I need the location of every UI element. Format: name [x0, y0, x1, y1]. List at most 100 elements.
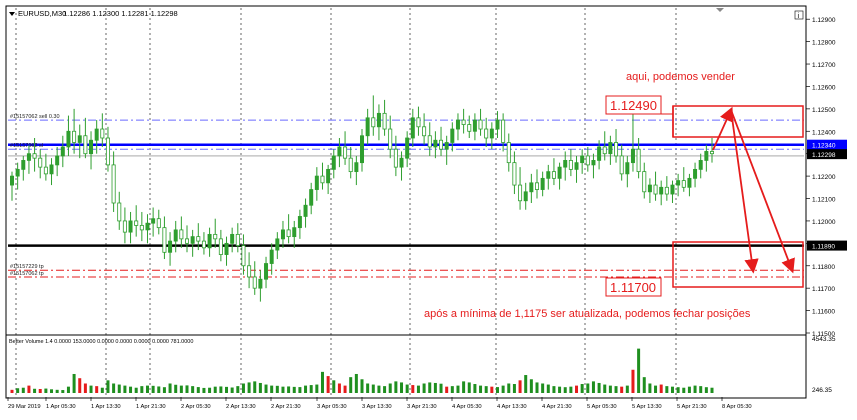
candle-body	[455, 119, 460, 130]
candle-body	[26, 153, 31, 161]
candle-body	[540, 177, 545, 190]
candle-body	[134, 220, 139, 226]
candle-body	[461, 119, 466, 125]
price-tick-label: 1.11600	[812, 309, 835, 316]
volume-bar	[637, 348, 641, 393]
candle-body	[55, 155, 60, 166]
volume-bar	[61, 390, 65, 393]
candle-body	[184, 238, 189, 244]
candle-body	[168, 240, 173, 253]
volume-bar	[208, 387, 212, 393]
candle-body	[241, 245, 246, 267]
scroll-marker-icon[interactable]	[716, 8, 724, 12]
volume-bar	[230, 387, 234, 393]
volume-bar	[191, 386, 195, 393]
volume-bar	[95, 386, 99, 393]
candle-body	[286, 229, 291, 238]
time-tick-label: 5 Apr 21:30	[677, 404, 707, 410]
close-annotation: após a mínima de 1,1175 ser atualizada, …	[424, 308, 751, 320]
volume-bar	[416, 385, 420, 393]
candle-body	[427, 135, 432, 148]
volume-bar	[151, 385, 155, 393]
candle-body	[518, 184, 523, 202]
price-tick-label: 1.12500	[812, 107, 836, 114]
order-labels: #15157062 sell 0.30 #15157062 sl #15157229…	[10, 114, 60, 277]
volume-bar	[687, 386, 691, 393]
candle-body	[269, 249, 274, 264]
volume-bar	[16, 388, 20, 393]
volume-bar	[462, 381, 466, 393]
volume-bar	[507, 383, 511, 393]
candle-body	[331, 155, 336, 170]
volume-bar	[371, 384, 375, 393]
volume-tick-label: 246.35	[812, 387, 832, 394]
candle-body	[122, 220, 127, 233]
volume-bar	[21, 387, 25, 393]
volume-bar	[479, 385, 483, 393]
candle-body	[258, 278, 263, 289]
order-label: #15157229 tp	[10, 264, 44, 270]
candle-body	[393, 148, 398, 168]
candle-body	[94, 128, 99, 141]
volume-bar	[10, 389, 14, 393]
volume-bar	[710, 387, 714, 393]
candle-body	[371, 117, 376, 128]
volume-bar	[179, 385, 183, 393]
volume-bar	[676, 387, 680, 393]
level-low-label: 1.11700	[610, 280, 656, 295]
level-high-label: 1.12490	[610, 98, 657, 113]
triangle-down-icon[interactable]	[9, 12, 15, 16]
volume-bar	[597, 382, 601, 393]
volume-bar	[168, 383, 172, 393]
order-label: #15157062 sell 0.30	[10, 114, 60, 120]
candle-body	[433, 139, 438, 148]
candle-body	[535, 182, 540, 190]
volume-bar	[473, 384, 477, 393]
candle-body	[472, 119, 477, 132]
candle-body	[89, 139, 94, 155]
candle-body	[151, 218, 156, 224]
candle-body	[32, 153, 37, 159]
volume-bar	[258, 382, 262, 393]
candle-body	[49, 164, 54, 175]
volume-bar	[83, 383, 87, 393]
volume-bar	[529, 379, 533, 393]
volume-bar	[558, 386, 562, 393]
candle-body	[66, 130, 71, 148]
candle-body	[647, 184, 652, 193]
volume-bar	[433, 382, 437, 393]
volume-bar	[241, 383, 245, 393]
volume-bar	[422, 383, 426, 393]
candle-body	[563, 160, 568, 168]
price-tick-label: 1.12600	[812, 84, 836, 91]
volume-bar	[123, 385, 127, 393]
candle-body	[230, 233, 235, 244]
volume-bar	[439, 383, 443, 393]
candle-body	[681, 180, 686, 188]
candle-body	[642, 171, 647, 193]
volume-bar	[704, 387, 708, 393]
volume-bar	[78, 378, 82, 393]
candle-body	[630, 148, 635, 164]
price-tag	[807, 240, 847, 251]
candle-body	[405, 137, 410, 159]
price-tick-label: 1.12100	[812, 197, 836, 204]
volume-bar	[196, 387, 200, 393]
price-tags: 1.12340 1.12298 1.11890	[807, 139, 847, 251]
candle-body	[179, 229, 184, 240]
candle-body	[111, 164, 116, 204]
candle-body	[60, 146, 65, 157]
candle-body	[292, 227, 297, 238]
time-tick-label: 3 Apr 05:30	[317, 404, 347, 410]
volume-bar	[247, 382, 251, 393]
volume-bar	[304, 385, 308, 393]
volume-bar	[693, 385, 697, 393]
candle-body	[15, 168, 20, 177]
volume-bar	[236, 386, 240, 393]
info-icon[interactable]: i	[794, 10, 804, 20]
candle-body	[354, 162, 359, 173]
candle-body	[506, 142, 511, 164]
candle-body	[190, 236, 195, 244]
candle-body	[546, 171, 551, 179]
